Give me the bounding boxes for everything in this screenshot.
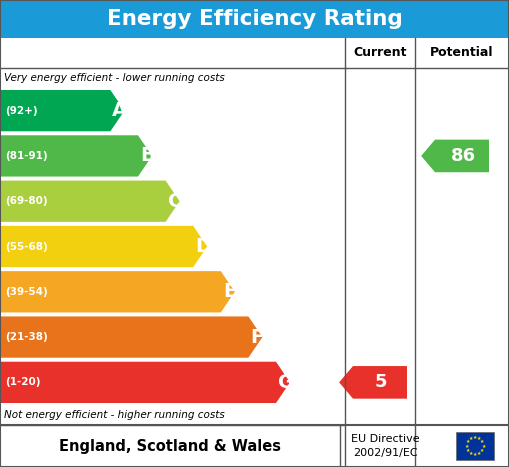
Text: (1-20): (1-20) <box>5 377 41 387</box>
Polygon shape <box>339 366 407 399</box>
Text: A: A <box>112 101 128 120</box>
Text: Energy Efficiency Rating: Energy Efficiency Rating <box>106 9 403 29</box>
Text: 86: 86 <box>451 147 476 165</box>
Polygon shape <box>0 271 235 312</box>
Text: ★: ★ <box>473 435 477 440</box>
Text: G: G <box>278 373 294 392</box>
Text: B: B <box>140 147 155 165</box>
Text: (39-54): (39-54) <box>5 287 48 297</box>
Text: Potential: Potential <box>430 47 494 59</box>
Polygon shape <box>0 362 290 403</box>
Polygon shape <box>0 181 180 222</box>
Text: Very energy efficient - lower running costs: Very energy efficient - lower running co… <box>4 73 225 83</box>
Text: Not energy efficient - higher running costs: Not energy efficient - higher running co… <box>4 410 225 420</box>
Polygon shape <box>421 140 489 172</box>
Text: ★: ★ <box>469 436 473 441</box>
Text: ★: ★ <box>464 444 469 448</box>
Text: (21-38): (21-38) <box>5 332 48 342</box>
Bar <box>456 432 494 460</box>
Text: C: C <box>167 192 182 211</box>
Text: F: F <box>250 327 264 347</box>
Text: E: E <box>223 282 236 301</box>
Text: ★: ★ <box>477 451 482 456</box>
Polygon shape <box>0 226 207 267</box>
Text: ★: ★ <box>466 439 470 444</box>
Text: ★: ★ <box>480 439 485 444</box>
Text: ★: ★ <box>481 444 486 448</box>
Text: 5: 5 <box>375 373 387 391</box>
Text: ★: ★ <box>480 448 485 453</box>
Text: ★: ★ <box>466 448 470 453</box>
Polygon shape <box>0 317 263 358</box>
Bar <box>0 0 509 38</box>
Text: (69-80): (69-80) <box>5 196 48 206</box>
Text: 2002/91/EC: 2002/91/EC <box>353 448 417 458</box>
Polygon shape <box>0 90 124 131</box>
Text: ★: ★ <box>477 436 482 441</box>
Polygon shape <box>0 135 152 177</box>
Text: Current: Current <box>353 47 407 59</box>
Text: ★: ★ <box>473 452 477 457</box>
Text: ★: ★ <box>469 451 473 456</box>
Text: (81-91): (81-91) <box>5 151 48 161</box>
Text: England, Scotland & Wales: England, Scotland & Wales <box>59 439 281 453</box>
Text: D: D <box>195 237 211 256</box>
Text: EU Directive: EU Directive <box>351 434 419 444</box>
Text: (92+): (92+) <box>5 106 38 116</box>
Text: (55-68): (55-68) <box>5 241 48 252</box>
